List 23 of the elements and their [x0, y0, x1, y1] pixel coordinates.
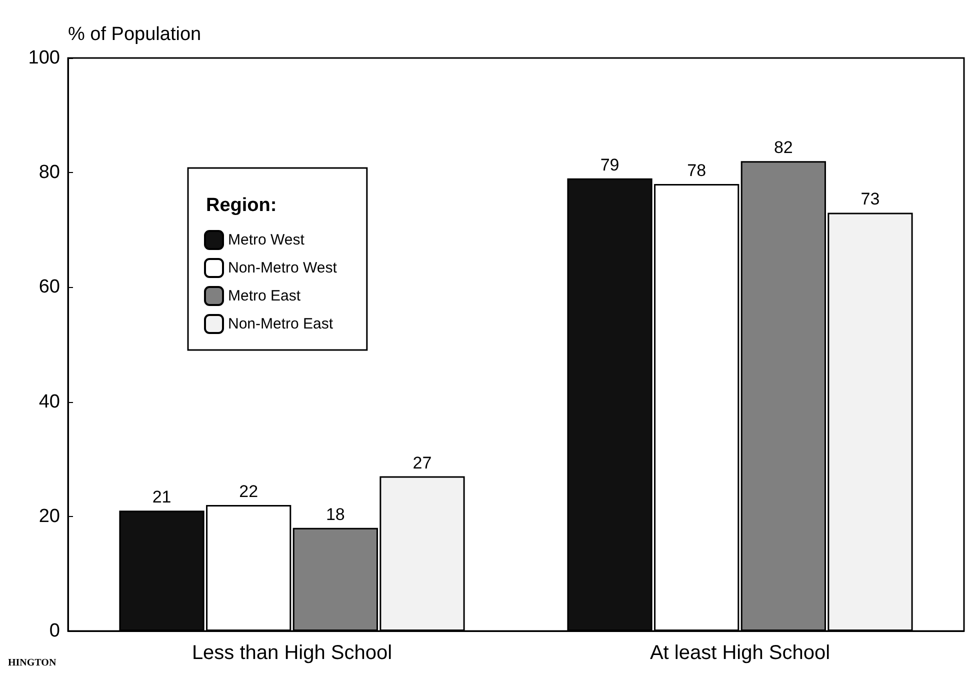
data-label: 78	[687, 161, 706, 180]
x-tick-label: At least High School	[650, 642, 830, 664]
data-label: 82	[774, 138, 793, 158]
data-label: 21	[152, 488, 172, 507]
y-tick-label: 60	[38, 276, 60, 298]
legend-label: Non-Metro West	[228, 260, 338, 276]
data-label: 73	[860, 190, 880, 209]
legend-label: Metro West	[228, 232, 306, 248]
y-tick-label: 0	[49, 620, 60, 642]
data-label: 18	[326, 504, 345, 524]
data-label: 22	[239, 482, 258, 501]
legend-title: Region:	[206, 195, 277, 216]
legend-label: Non-Metro East	[228, 316, 334, 332]
legend-label: Metro East	[228, 288, 302, 304]
y-tick-label: 20	[38, 506, 60, 527]
y-axis-title: % of Population	[68, 24, 202, 45]
y-tick-label: 80	[38, 162, 60, 184]
y-tick-label: 40	[38, 391, 60, 412]
data-label: 79	[600, 155, 620, 174]
data-label: 27	[412, 453, 432, 472]
text: HINGTON	[8, 658, 57, 668]
x-tick-label: Less than High School	[192, 642, 392, 664]
y-tick-label: 100	[28, 48, 60, 68]
